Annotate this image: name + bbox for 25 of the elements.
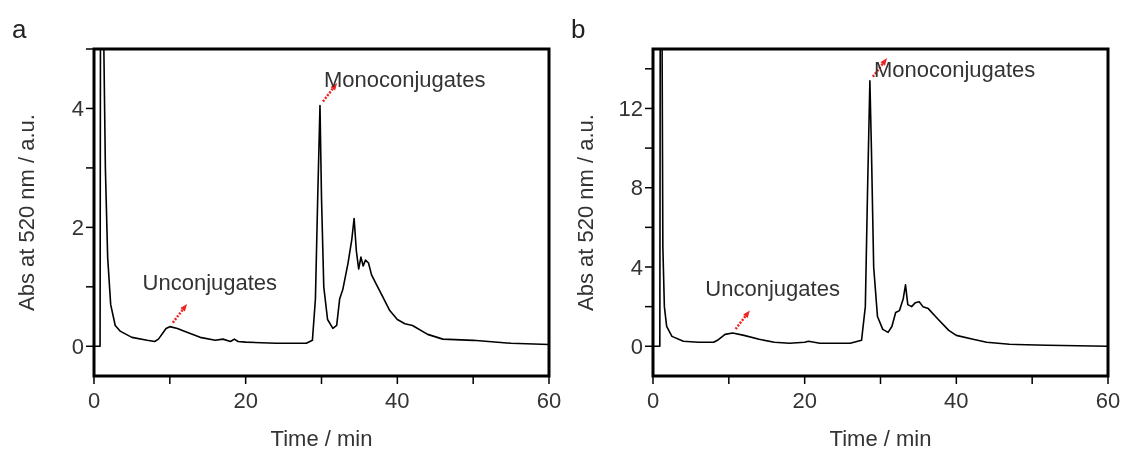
- x-tick-label: 0: [87, 388, 101, 413]
- x-tick-label: 0: [646, 388, 660, 413]
- x-tick-label: 40: [385, 388, 410, 413]
- x-tick-label: 20: [233, 388, 258, 413]
- y-tick-label: 0: [630, 333, 643, 359]
- x-axis-title: Time / min: [270, 426, 373, 451]
- x-tick-label: 40: [944, 388, 969, 413]
- chart-title: b: [571, 14, 586, 44]
- annotation: Monoconjugates: [873, 57, 1036, 82]
- y-tick-label: 4: [71, 96, 84, 122]
- x-tick-label: 60: [1095, 388, 1121, 413]
- y-tick-label: 8: [630, 175, 643, 201]
- y-tick-label: 0: [71, 333, 84, 359]
- y-axis-title: Abs at 520 nm / a.u.: [14, 114, 39, 311]
- chart-title: a: [12, 14, 27, 44]
- annotation: Unconjugates: [705, 275, 840, 301]
- annotation: Monoconjugates: [323, 67, 486, 93]
- x-axis-title: Time / min: [829, 426, 932, 451]
- x-tick-label: 60: [536, 388, 562, 413]
- annotation: Unconjugates: [142, 269, 278, 295]
- x-tick-label: 20: [792, 388, 817, 413]
- y-axis-title: Abs at 520 nm / a.u.: [573, 114, 598, 311]
- y-tick-label: 12: [618, 96, 643, 122]
- y-tick-label: 4: [630, 254, 643, 280]
- y-tick-label: 2: [71, 215, 84, 241]
